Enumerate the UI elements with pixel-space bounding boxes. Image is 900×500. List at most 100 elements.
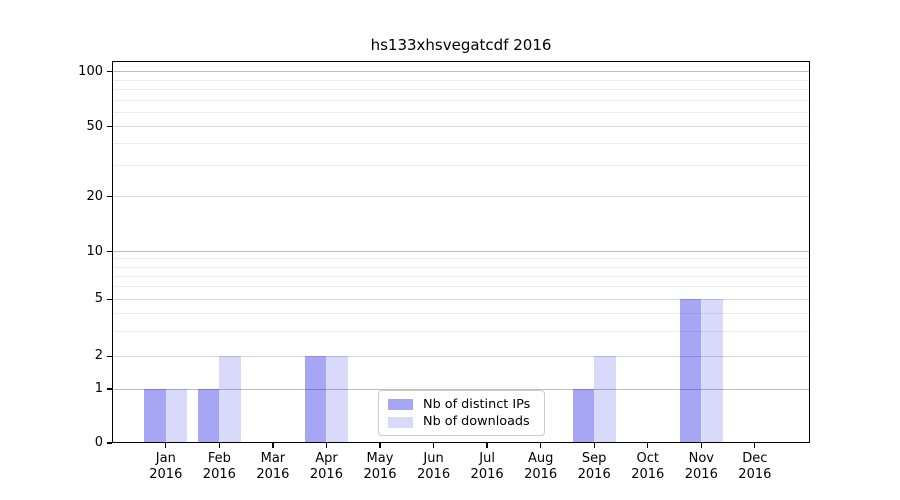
gridline-9 [113,258,809,260]
gridline-10 [113,251,809,253]
y-tick-label: 100 [78,63,103,79]
x-tick-mark [272,443,274,448]
x-tick-mark [165,443,167,448]
y-tick-label: 20 [86,188,103,204]
chart-title: hs133xhsvegatcdf 2016 [370,36,552,54]
bar-distinct-ips [572,389,595,443]
y-tick-mark [107,388,112,390]
gridline-50 [113,126,809,128]
gridline-7 [113,275,809,277]
gridline-90 [113,79,809,81]
gridline-2 [113,355,809,357]
x-tick-label: Jul 2016 [459,451,515,482]
gridline-5 [113,298,809,300]
x-tick-mark [432,443,435,448]
x-tick-mark [593,443,595,448]
gridline-6 [113,286,809,288]
x-tick-mark [754,443,756,448]
bar-downloads [701,299,723,443]
x-tick-month: Oct [636,451,659,466]
y-tick-label: 0 [94,435,103,450]
x-tick-year: 2016 [149,466,183,482]
legend-label: Nb of distinct IPs [423,396,531,412]
x-tick-label: Sep 2016 [566,451,622,482]
y-tick-mark [107,298,112,300]
x-tick-month: Jul [479,451,495,466]
gridline-40 [113,143,809,145]
x-tick-label: Mar 2016 [245,451,301,482]
y-tick-mark [107,442,112,444]
x-tick-label: Jan 2016 [138,451,194,482]
legend-label: Nb of downloads [423,414,530,430]
x-tick-month: Nov [688,451,714,466]
y-tick-label: 2 [94,348,103,364]
x-tick-label: May 2016 [352,451,408,482]
y-tick-mark [107,355,112,357]
x-tick-label: Jun 2016 [406,451,462,482]
x-tick-year: 2016 [470,466,504,482]
x-tick-label: Feb 2016 [191,451,247,482]
legend-row: Nb of downloads [388,414,535,431]
gridline-20 [113,196,809,198]
x-tick-mark [700,443,702,448]
x-tick-mark [647,443,649,448]
x-tick-mark [379,443,381,448]
x-tick-mark [218,443,220,448]
x-tick-label: Nov 2016 [673,451,729,482]
x-tick-year: 2016 [417,466,451,482]
x-tick-month: Sep [581,451,607,466]
x-tick-year: 2016 [738,466,772,482]
y-tick-label: 1 [94,381,103,396]
y-tick-mark [107,126,112,128]
x-tick-month: Mar [260,451,286,466]
bar-distinct-ips [197,389,220,443]
bar-downloads [219,356,241,443]
x-tick-month: Jan [155,451,176,466]
x-tick-mark [540,443,542,448]
legend-swatch-downloads [388,416,413,428]
gridline-70 [113,99,809,101]
bar-downloads [594,356,616,443]
gridline-100 [113,71,809,73]
x-tick-label: Aug 2016 [513,451,569,482]
x-tick-month: Apr [315,451,338,466]
gridline-80 [113,88,809,90]
x-tick-year: 2016 [202,466,236,482]
x-tick-month: Feb [207,451,231,466]
bar-distinct-ips [304,356,327,443]
x-tick-mark [486,443,488,448]
x-tick-label: Dec 2016 [727,451,783,482]
gridline-60 [113,111,809,113]
x-tick-month: Dec [742,451,768,466]
x-tick-label: Oct 2016 [620,451,676,482]
x-tick-year: 2016 [684,466,718,482]
legend: Nb of distinct IPs Nb of downloads [378,390,545,436]
y-tick-mark [107,196,112,198]
x-tick-year: 2016 [577,466,611,482]
x-tick-year: 2016 [524,466,558,482]
gridline-4 [113,312,809,314]
gridline-8 [113,266,809,268]
y-tick-label: 10 [86,243,103,259]
bar-downloads [165,389,188,443]
x-tick-year: 2016 [256,466,290,482]
x-tick-year: 2016 [309,466,343,482]
y-tick-mark [107,251,112,253]
y-tick-label: 5 [94,291,103,307]
legend-row: Nb of distinct IPs [388,396,535,413]
bar-distinct-ips [679,299,702,443]
x-tick-label: Apr 2016 [298,451,354,482]
x-tick-month: May [366,451,394,466]
gridline-30 [113,165,809,167]
gridline-3 [113,330,809,332]
legend-swatch-distinct-ips [388,399,413,411]
bar-downloads [326,356,348,443]
y-tick-mark [107,71,112,73]
bar-distinct-ips [144,389,166,443]
y-tick-label: 50 [86,118,103,134]
x-tick-year: 2016 [363,466,397,482]
gridline-1 [113,388,809,390]
x-tick-mark [325,443,328,448]
x-tick-month: Aug [527,451,554,466]
